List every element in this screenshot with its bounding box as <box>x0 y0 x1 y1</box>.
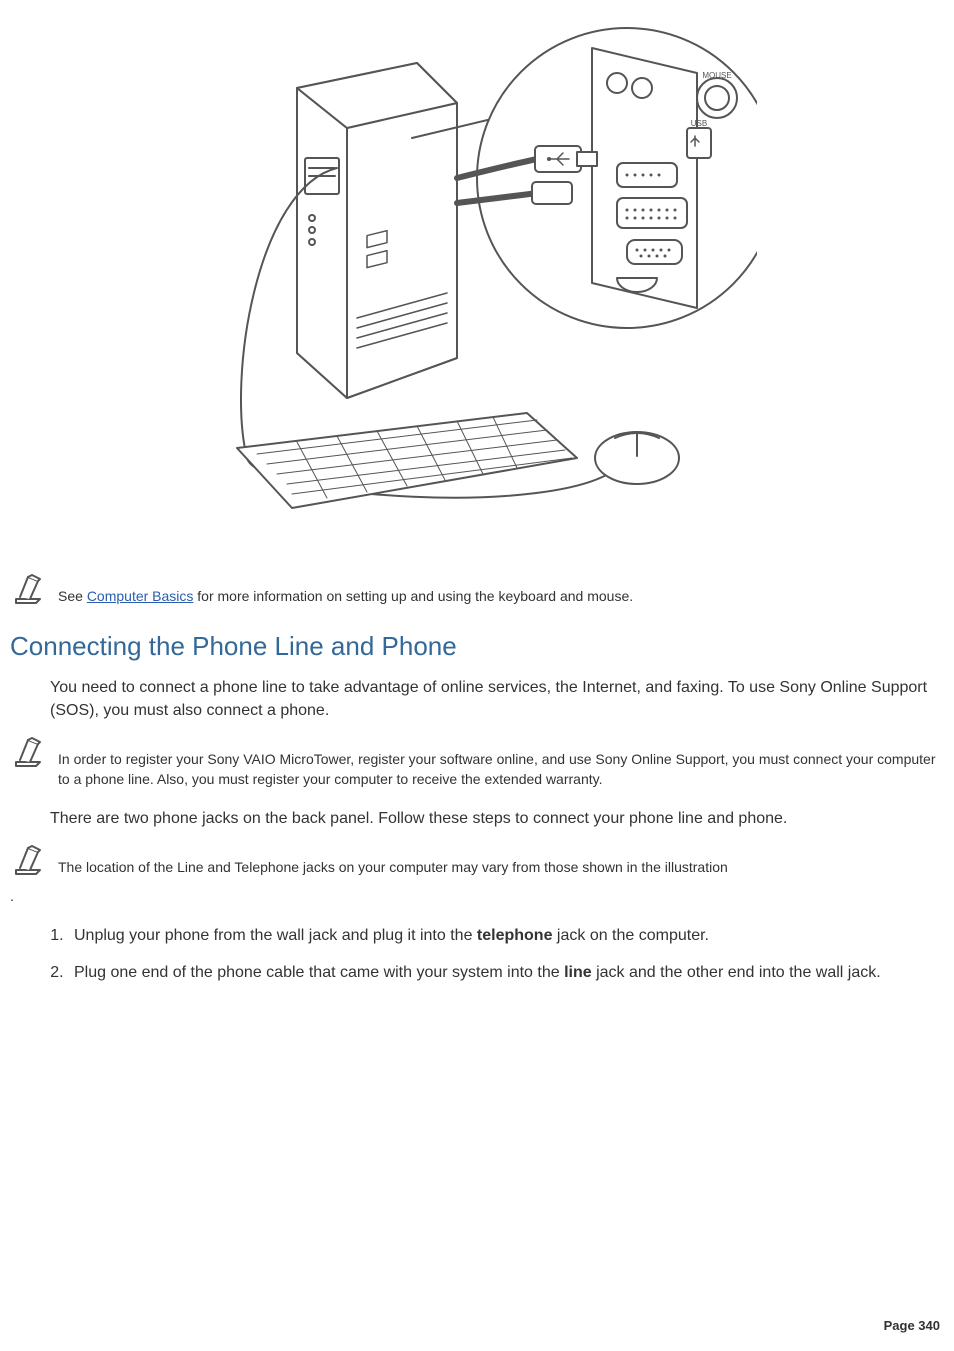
note-icon <box>10 844 50 884</box>
computer-connection-illustration: MOUSE USB <box>197 18 757 528</box>
note-text-post: for more information on setting up and u… <box>193 588 633 604</box>
steps-list: Unplug your phone from the wall jack and… <box>40 924 944 984</box>
note-register: In order to register your Sony VAIO Micr… <box>10 736 944 789</box>
page-number: Page 340 <box>884 1318 940 1333</box>
note-register-text: In order to register your Sony VAIO Micr… <box>58 736 944 789</box>
section-heading: Connecting the Phone Line and Phone <box>10 631 944 662</box>
computer-basics-link[interactable]: Computer Basics <box>87 588 194 604</box>
note-trailing-period: . <box>10 888 944 904</box>
note-icon <box>10 736 50 776</box>
intro-paragraph: You need to connect a phone line to take… <box>50 676 934 722</box>
step2-post: jack and the other end into the wall jac… <box>592 964 881 981</box>
jacks-paragraph: There are two phone jacks on the back pa… <box>50 807 934 830</box>
svg-text:USB: USB <box>691 119 707 128</box>
step1-post: jack on the computer. <box>552 927 709 944</box>
figure-container: MOUSE USB <box>10 18 944 533</box>
note-see-computer-basics: See Computer Basics for more information… <box>10 573 944 613</box>
document-page: MOUSE USB <box>0 0 954 1351</box>
note-text-pre: See <box>58 588 87 604</box>
step1-pre: Unplug your phone from the wall jack and… <box>74 927 477 944</box>
step-1: Unplug your phone from the wall jack and… <box>68 924 934 947</box>
note-icon <box>10 573 50 613</box>
svg-text:MOUSE: MOUSE <box>702 71 731 80</box>
note-jack-location: The location of the Line and Telephone j… <box>10 844 944 884</box>
step1-bold: telephone <box>477 927 553 944</box>
step2-bold: line <box>564 964 592 981</box>
step2-pre: Plug one end of the phone cable that cam… <box>74 964 564 981</box>
step-2: Plug one end of the phone cable that cam… <box>68 961 934 984</box>
note-jack-location-text: The location of the Line and Telephone j… <box>58 844 944 878</box>
